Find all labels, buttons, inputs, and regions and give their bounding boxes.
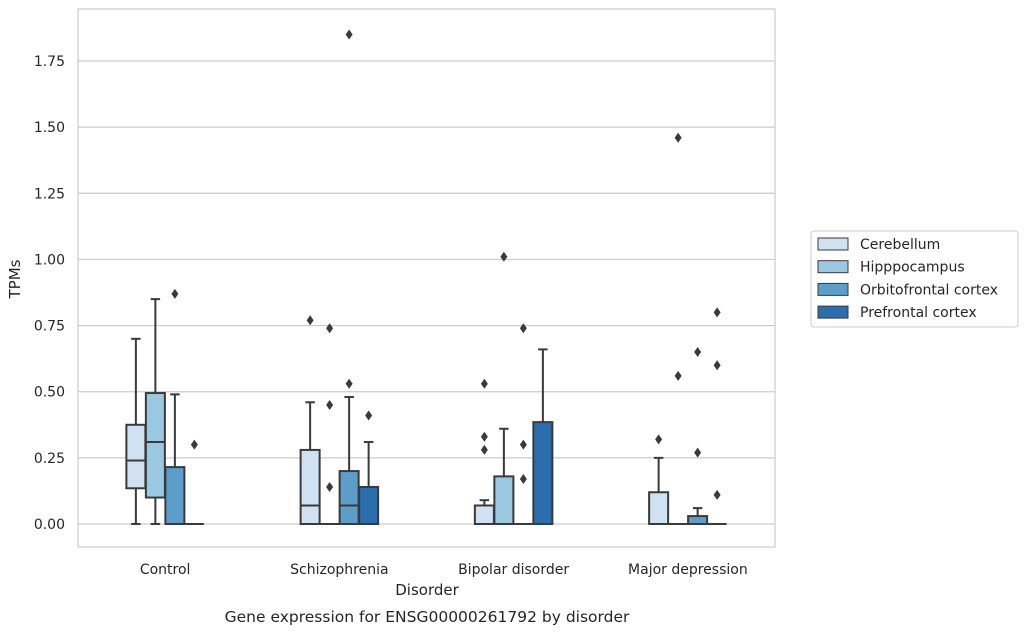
box-body bbox=[648, 491, 670, 526]
y-tick-label: 1.25 bbox=[34, 186, 65, 202]
box bbox=[648, 434, 670, 526]
box-body bbox=[687, 515, 709, 526]
legend-item: Prefrontal cortex bbox=[817, 305, 977, 321]
outlier-point bbox=[519, 474, 527, 485]
box-body bbox=[493, 475, 515, 525]
y-tick-label: 0.75 bbox=[34, 319, 65, 335]
box bbox=[707, 307, 727, 525]
outlier-point bbox=[500, 251, 508, 262]
legend-swatch bbox=[817, 260, 849, 274]
legend-item: Orbitofrontal cortex bbox=[817, 282, 998, 298]
outlier-point bbox=[694, 447, 702, 458]
outlier-point bbox=[713, 489, 721, 500]
outlier-point bbox=[345, 378, 353, 389]
box bbox=[668, 132, 688, 525]
legend-swatch bbox=[817, 237, 849, 251]
box-body bbox=[299, 448, 321, 526]
box-group bbox=[125, 288, 204, 526]
x-axis-ticks: Control Schizophrenia Bipolar disorder Majo… bbox=[140, 562, 748, 578]
outlier-point bbox=[694, 347, 702, 358]
box-body bbox=[164, 466, 186, 526]
legend-item: Cerebellum bbox=[817, 237, 940, 253]
box bbox=[532, 348, 554, 526]
plot-frame bbox=[77, 8, 776, 548]
box-body bbox=[358, 485, 380, 525]
box bbox=[125, 337, 147, 525]
legend-label: Prefrontal cortex bbox=[860, 305, 977, 321]
gridlines bbox=[78, 60, 775, 525]
outlier-point bbox=[171, 288, 179, 299]
outlier-point bbox=[713, 307, 721, 318]
y-axis-ticks: 0.00 0.25 0.50 0.75 1.00 1.25 1.50 1.75 bbox=[34, 54, 65, 533]
box-body bbox=[338, 470, 360, 526]
x-axis-label: Disorder bbox=[395, 581, 459, 599]
outlier-point bbox=[326, 481, 334, 492]
box bbox=[338, 29, 360, 526]
outlier-point bbox=[519, 439, 527, 450]
chart-caption: Gene expression for ENSG00000261792 by d… bbox=[225, 608, 630, 626]
box bbox=[299, 315, 321, 526]
y-tick-label: 1.75 bbox=[34, 54, 65, 70]
outlier-point bbox=[326, 399, 334, 410]
legend-item: Hipppocampus bbox=[817, 260, 965, 276]
legend-label: Cerebellum bbox=[860, 237, 940, 253]
y-tick-label: 0.00 bbox=[34, 517, 65, 533]
legend-frame bbox=[810, 230, 1019, 328]
legend-swatch bbox=[817, 305, 849, 319]
y-tick-label: 0.25 bbox=[34, 451, 65, 467]
box bbox=[164, 288, 186, 526]
outlier-point bbox=[480, 431, 488, 442]
x-tick-label: Major depression bbox=[628, 562, 748, 578]
outlier-point bbox=[713, 360, 721, 371]
y-tick-label: 1.00 bbox=[34, 252, 65, 268]
outlier-point bbox=[306, 315, 314, 326]
x-tick-label: Bipolar disorder bbox=[458, 562, 569, 578]
outlier-point bbox=[190, 439, 198, 450]
box-body bbox=[532, 421, 554, 526]
box-body bbox=[144, 392, 166, 499]
y-tick-label: 0.50 bbox=[34, 385, 65, 401]
x-tick-label: Control bbox=[140, 562, 191, 578]
x-tick-label: Schizophrenia bbox=[290, 562, 388, 578]
box bbox=[513, 323, 533, 525]
y-tick-label: 1.50 bbox=[34, 120, 65, 136]
outlier-point bbox=[674, 370, 682, 381]
box-groups bbox=[125, 29, 727, 526]
box bbox=[493, 251, 515, 525]
outlier-point bbox=[480, 444, 488, 455]
outlier-point bbox=[655, 434, 663, 445]
legend-swatch bbox=[817, 282, 849, 296]
outlier-point bbox=[345, 29, 353, 40]
legend-label: Hipppocampus bbox=[860, 260, 965, 276]
box bbox=[358, 410, 380, 525]
box-body bbox=[125, 423, 147, 490]
outlier-point bbox=[480, 378, 488, 389]
box-group bbox=[299, 29, 380, 526]
box bbox=[687, 347, 709, 526]
box bbox=[184, 439, 204, 525]
box-body bbox=[473, 504, 495, 526]
box bbox=[473, 378, 495, 526]
outlier-point bbox=[674, 132, 682, 143]
legend: Cerebellum Hipppocampus Orbitofrontal cort… bbox=[810, 230, 1019, 328]
box-group bbox=[473, 251, 554, 526]
outlier-point bbox=[365, 410, 373, 421]
y-axis-label: TPMs bbox=[6, 259, 24, 299]
box-group bbox=[648, 132, 727, 526]
outlier-point bbox=[326, 323, 334, 334]
box bbox=[144, 298, 166, 525]
legend-label: Orbitofrontal cortex bbox=[860, 282, 998, 298]
outlier-point bbox=[519, 323, 527, 334]
box bbox=[320, 323, 340, 525]
